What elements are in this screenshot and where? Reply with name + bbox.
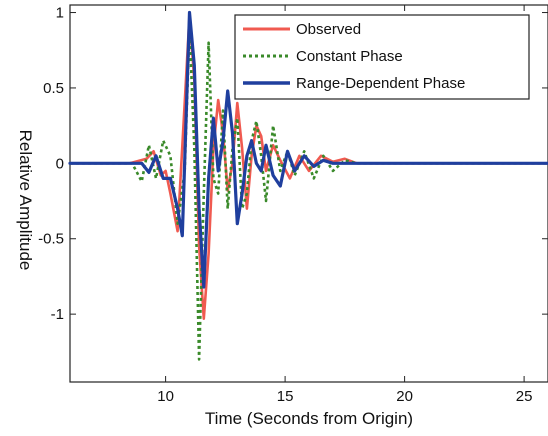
series-line-constant-phase — [70, 26, 548, 361]
y-tick-label: -0.5 — [38, 231, 64, 248]
series-layer — [68, 10, 548, 361]
y-tick-label: 1 — [56, 5, 64, 22]
legend-label-observed: Observed — [296, 21, 361, 38]
x-axis-ticks: 10 15 20 25 — [157, 5, 532, 405]
legend-label-constant-phase: Constant Phase — [296, 48, 403, 65]
y-tick-label: 0.5 — [43, 80, 64, 97]
y-tick-label: -1 — [51, 306, 64, 323]
legend: Observed Constant Phase Range-Dependent … — [234, 14, 530, 100]
x-tick-label: 15 — [277, 388, 294, 405]
x-tick-label: 20 — [396, 388, 413, 405]
x-tick-label: 25 — [516, 388, 533, 405]
x-tick-label: 10 — [157, 388, 174, 405]
y-tick-label: 0 — [56, 155, 64, 172]
legend-label-range-dependent-phase: Range-Dependent Phase — [296, 75, 465, 92]
x-axis-title: Time (Seconds from Origin) — [205, 409, 413, 428]
series-line-range-dependent-phase — [68, 10, 548, 289]
y-axis-title: Relative Amplitude — [16, 130, 35, 271]
